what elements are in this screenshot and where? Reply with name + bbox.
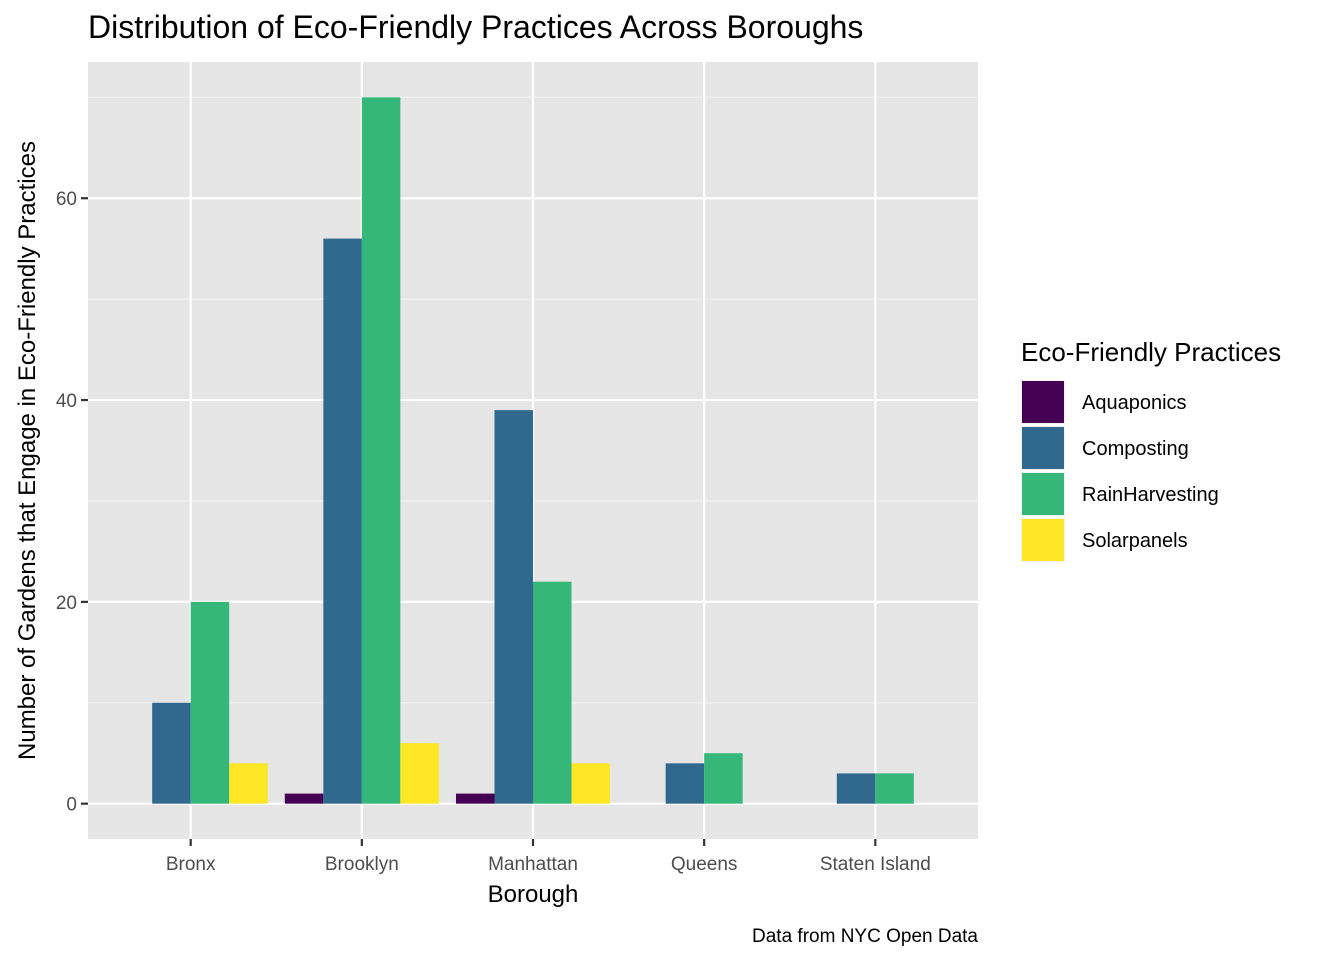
bar-solarpanels-brooklyn (400, 743, 439, 804)
legend-items: Aquaponics Composting RainHarvesting Solarp… (1021, 380, 1219, 562)
bar-composting-staten-island (836, 773, 876, 804)
bar-rainharvesting-bronx (190, 601, 230, 804)
y-tick-label: 60 (56, 189, 77, 210)
bar-rainharvesting-brooklyn (361, 97, 401, 804)
bar-rainharvesting-staten-island (875, 773, 914, 804)
legend-key-rainharvesting (1022, 473, 1064, 515)
legend-key-composting (1022, 427, 1064, 469)
bar-rainharvesting-queens (704, 753, 743, 804)
bar-composting-manhattan (494, 410, 533, 804)
legend-title: Eco-Friendly Practices (1021, 337, 1281, 367)
bars (152, 97, 914, 804)
y-tick-label: 0 (66, 795, 77, 816)
chart-title: Distribution of Eco-Friendly Practices A… (88, 9, 863, 45)
legend-label-rainharvesting: RainHarvesting (1082, 484, 1219, 506)
bar-composting-bronx (152, 702, 191, 804)
bar-aquaponics-brooklyn (284, 793, 324, 804)
legend-label-aquaponics: Aquaponics (1082, 392, 1187, 414)
legend: Eco-Friendly Practices Aquaponics Compost… (1021, 337, 1281, 562)
caption: Data from NYC Open Data (752, 926, 978, 947)
y-tick-label: 20 (56, 593, 77, 614)
x-tick-label: Queens (671, 854, 738, 875)
y-axis-ticks: 0 20 40 60 (56, 189, 88, 816)
x-axis-title: Borough (488, 881, 579, 908)
x-tick-label: Staten Island (820, 854, 931, 875)
bar-solarpanels-bronx (229, 763, 268, 804)
y-axis-title: Number of Gardens that Engage in Eco-Fri… (14, 141, 41, 760)
x-tick-label: Manhattan (488, 854, 578, 875)
legend-key-solarpanels (1022, 519, 1064, 561)
x-tick-label: Brooklyn (325, 854, 399, 875)
x-tick-label: Bronx (166, 854, 216, 875)
legend-key-aquaponics (1022, 381, 1064, 423)
legend-label-composting: Composting (1082, 438, 1189, 460)
bar-composting-queens (665, 763, 705, 804)
y-tick-label: 40 (56, 391, 77, 412)
x-axis-ticks: Bronx Brooklyn Manhattan Queens Staten Islan… (166, 839, 931, 875)
bar-solarpanels-manhattan (571, 763, 611, 804)
bar-aquaponics-manhattan (455, 793, 495, 804)
bar-rainharvesting-manhattan (533, 581, 572, 804)
bar-composting-brooklyn (323, 238, 362, 804)
legend-label-solarpanels: Solarpanels (1082, 530, 1188, 552)
